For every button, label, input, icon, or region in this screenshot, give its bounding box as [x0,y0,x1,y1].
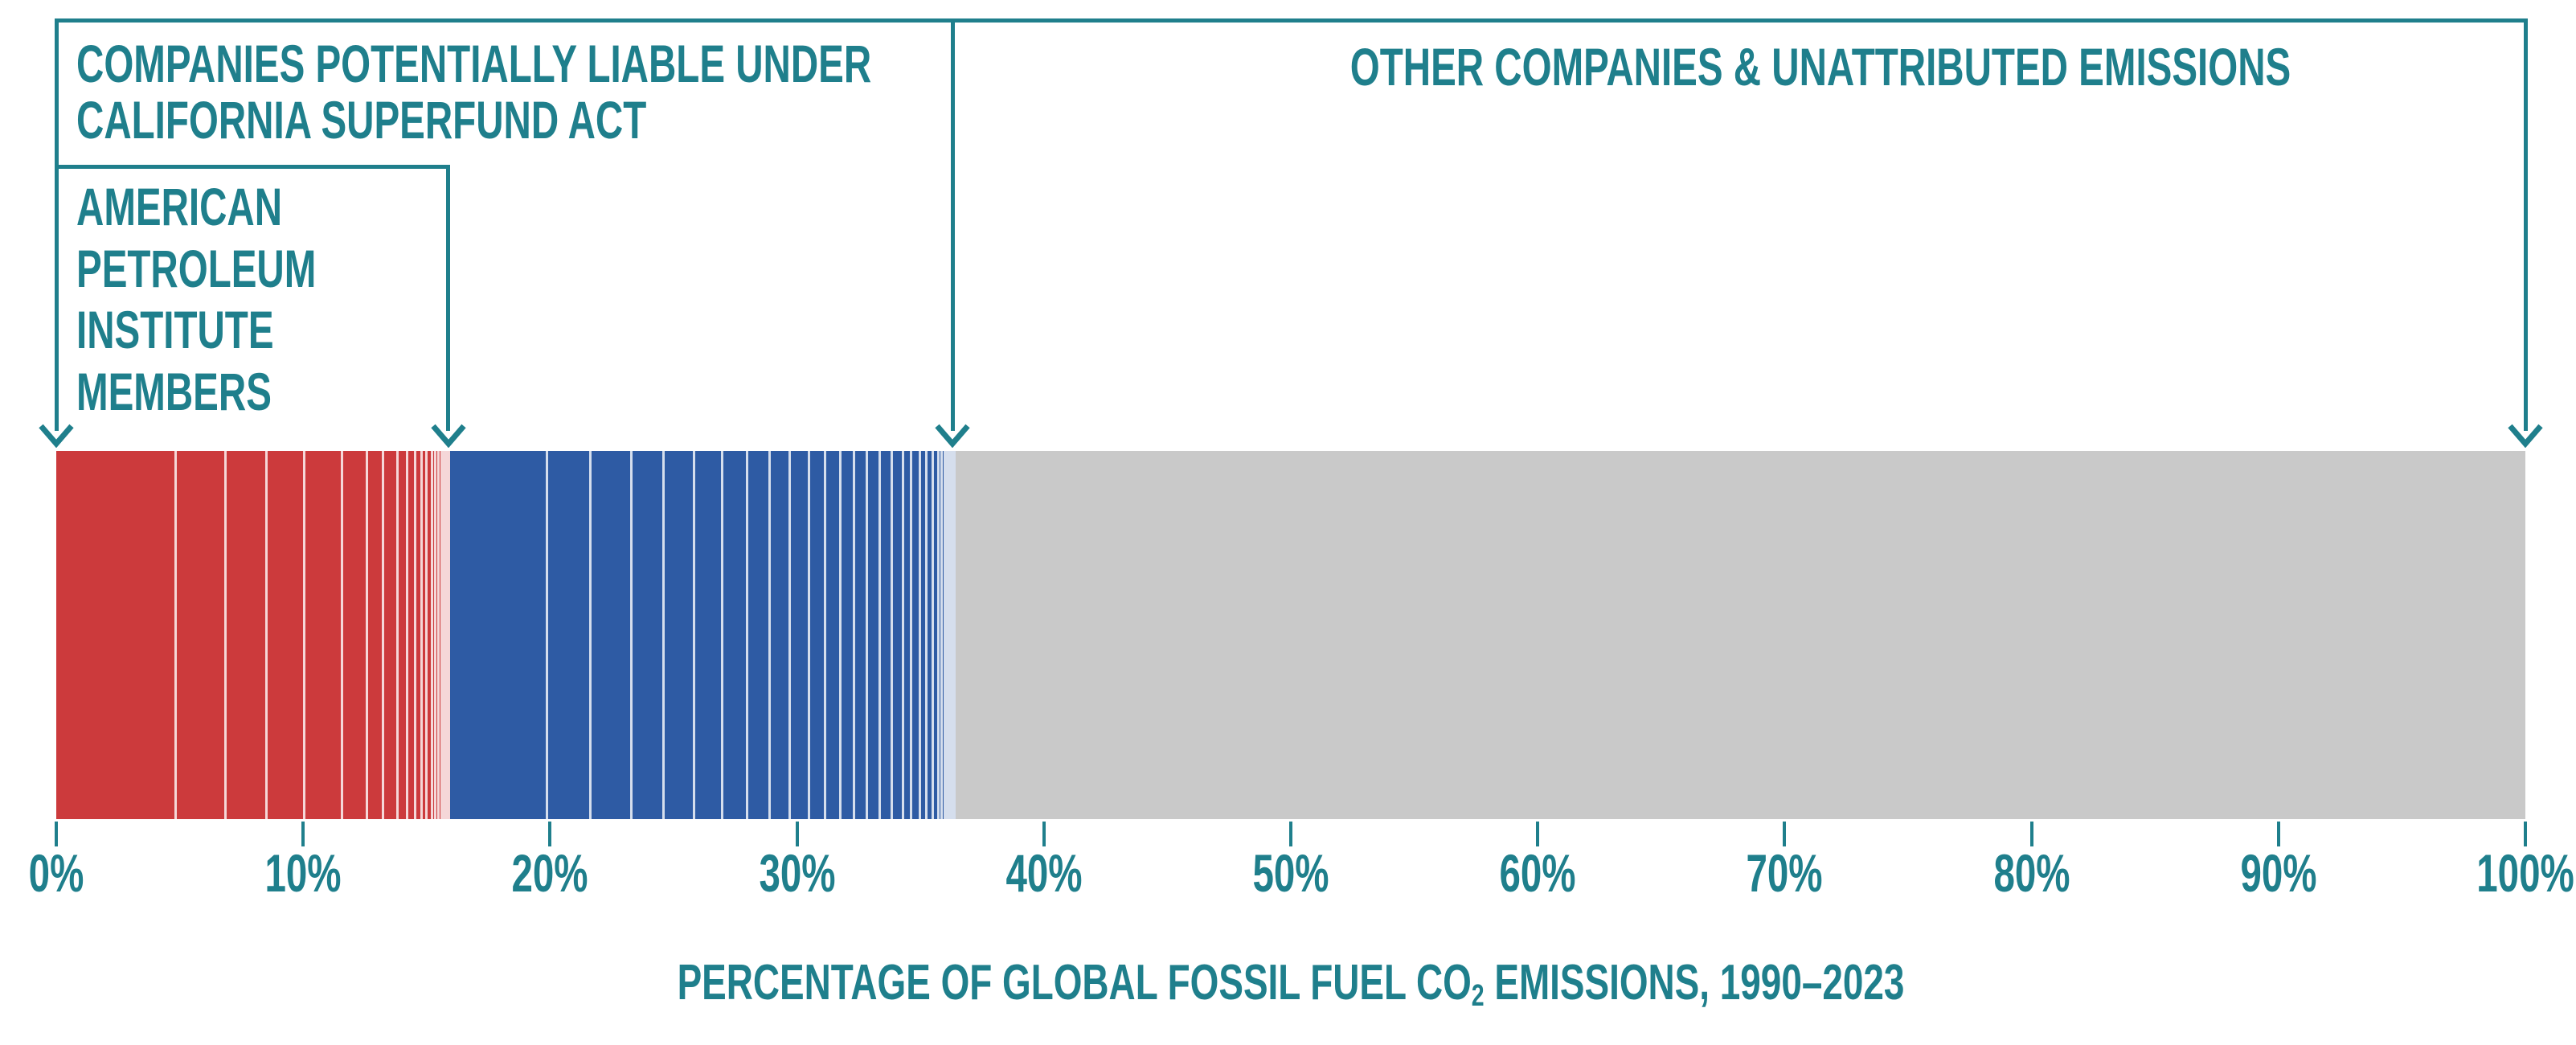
bar-segment [809,451,827,819]
bar-segment [633,451,665,819]
axis-tick [1536,822,1540,846]
bar-segment [423,451,428,819]
axis-tick [55,822,58,846]
bar-segment [268,451,306,819]
outer-bracket-top-line [54,18,2528,23]
bar-segment [955,451,2525,819]
bar-segment [770,451,791,819]
api-label-line1: AMERICAN [76,177,283,236]
caption: PERCENTAGE OF GLOBAL FOSSIL FUEL CO2 EMI… [677,955,1905,1012]
bracket-vertical-api-end [446,165,451,431]
bar-segment [436,451,440,819]
other-companies-label: OTHER COMPANIES & UNATTRIBUTED EMISSIONS [1349,37,2291,96]
bar-segment [449,451,549,819]
caption-prefix: PERCENTAGE OF GLOBAL FOSSIL FUEL CO [677,955,1472,1010]
caption-subscript: 2 [1471,978,1485,1014]
bar-segment [447,451,450,819]
bracket-vertical-0pct [54,18,59,431]
bar-segment [747,451,771,819]
axis-tick-label: 40% [1005,843,1083,903]
bar-segment [428,451,433,819]
bar-segment [790,451,810,819]
bar-segment [927,451,934,819]
bar-segment [664,451,695,819]
bar-segment [826,451,842,819]
bar-segment [952,451,956,819]
bar-segment [920,451,928,819]
bar-segment [226,451,268,819]
bar-segment [416,451,424,819]
axis-tick-label: 20% [511,843,588,903]
bar-segment [842,451,856,819]
arrowhead-icon [935,424,971,448]
bar-segment [855,451,869,819]
bar-segment [592,451,633,819]
axis-tick-label: 80% [1993,843,2070,903]
axis-tick [301,822,305,846]
axis-tick [2029,822,2033,846]
arrowhead-icon [2508,424,2543,448]
bar-segment [723,451,748,819]
axis-tick [1783,822,1787,846]
api-label-line3: INSTITUTE [76,300,274,359]
bar-segment [548,451,592,819]
bar-segment [432,451,436,819]
bar-segment [868,451,882,819]
bar-segment [933,451,940,819]
bar-segment [305,451,344,819]
arrowhead-icon [431,424,466,448]
axis-tick-label: 30% [759,843,836,903]
stacked-bar [56,451,2525,819]
axis-tick-label: 10% [264,843,342,903]
inner-bracket-top-line [54,165,451,169]
bracket-vertical-100pct [2523,18,2528,431]
axis-tick-label: 50% [1252,843,1329,903]
caption-suffix: EMISSIONS, 1990–2023 [1484,955,1905,1010]
superfund-label-line2: CALIFORNIA SUPERFUND ACT [76,90,647,150]
bar-segment [176,451,227,819]
axis-tick [2524,822,2527,846]
axis-tick-label: 60% [1499,843,1576,903]
bar-segment [368,451,385,819]
bar-segment [912,451,921,819]
bar-segment [950,451,953,819]
axis-tick [1042,822,1046,846]
api-label-line4: MEMBERS [76,361,272,421]
bar-segment [384,451,399,819]
bar-segment [343,451,369,819]
bar-segment [881,451,894,819]
bracket-vertical-superfund-end [950,18,955,431]
api-label: AMERICAN PETROLEUM INSTITUTE MEMBERS [76,176,316,422]
superfund-label: COMPANIES POTENTIALLY LIABLE UNDER CALIF… [76,35,871,148]
bar-segment [893,451,905,819]
bar-segment [444,451,448,819]
axis-tick-label: 70% [1746,843,1823,903]
axis-tick [1289,822,1292,846]
axis-tick [795,822,799,846]
bar-segment [56,451,177,819]
axis-tick [548,822,552,846]
bar-segment [948,451,951,819]
bar-segment [945,451,948,819]
bar-segment [694,451,723,819]
axis-tick-label: 100% [2476,843,2574,903]
bar-segment [408,451,417,819]
axis-tick-label: 90% [2240,843,2317,903]
bar-segment [904,451,913,819]
bar-segment [442,451,445,819]
arrowhead-icon [39,424,74,448]
bar-segment [399,451,409,819]
axis-tick-label: 0% [28,843,84,903]
bar-segment [439,451,443,819]
axis-tick [2276,822,2280,846]
api-label-line2: PETROLEUM [76,238,317,298]
bar-segment [943,451,946,819]
superfund-label-line1: COMPANIES POTENTIALLY LIABLE UNDER [76,34,872,93]
bar-segment [940,451,944,819]
